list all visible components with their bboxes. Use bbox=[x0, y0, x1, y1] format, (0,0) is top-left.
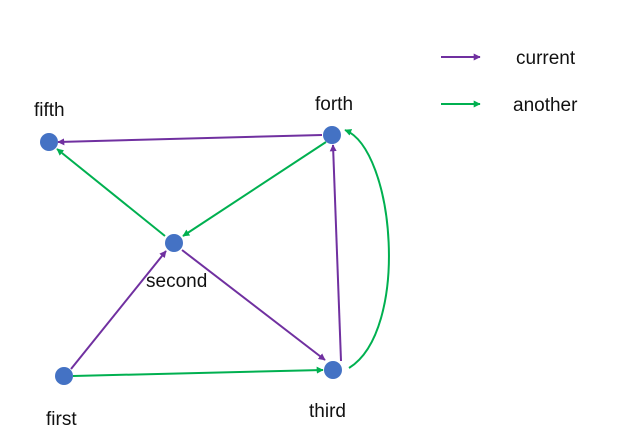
node-forth[interactable] bbox=[323, 126, 341, 144]
edge-second-to-third bbox=[181, 249, 326, 361]
node-third[interactable] bbox=[324, 361, 342, 379]
edge-first-to-second bbox=[70, 250, 167, 370]
edges-another bbox=[56, 129, 390, 377]
legend-current-label: current bbox=[516, 48, 576, 69]
node-label-first: first bbox=[46, 409, 77, 430]
node-label-second: second bbox=[146, 271, 207, 292]
nodes bbox=[40, 126, 342, 385]
legend-another-label: another bbox=[513, 95, 578, 116]
edges-current bbox=[57, 134, 342, 370]
edge-second-to-fifth bbox=[56, 148, 166, 237]
edge-forth-to-fifth bbox=[57, 134, 323, 146]
node-fifth[interactable] bbox=[40, 133, 58, 151]
edge-third-to-forth bbox=[329, 144, 342, 362]
node-labels: fifth forth second first third bbox=[34, 94, 353, 430]
node-label-forth: forth bbox=[315, 94, 353, 115]
edge-third-to-forth-curved bbox=[344, 129, 390, 369]
legend: current another bbox=[441, 48, 578, 116]
node-first[interactable] bbox=[55, 367, 73, 385]
edge-forth-to-second bbox=[182, 141, 327, 237]
edge-first-to-third bbox=[72, 366, 324, 377]
node-label-third: third bbox=[309, 401, 346, 422]
node-second[interactable] bbox=[165, 234, 183, 252]
node-label-fifth: fifth bbox=[34, 100, 65, 121]
